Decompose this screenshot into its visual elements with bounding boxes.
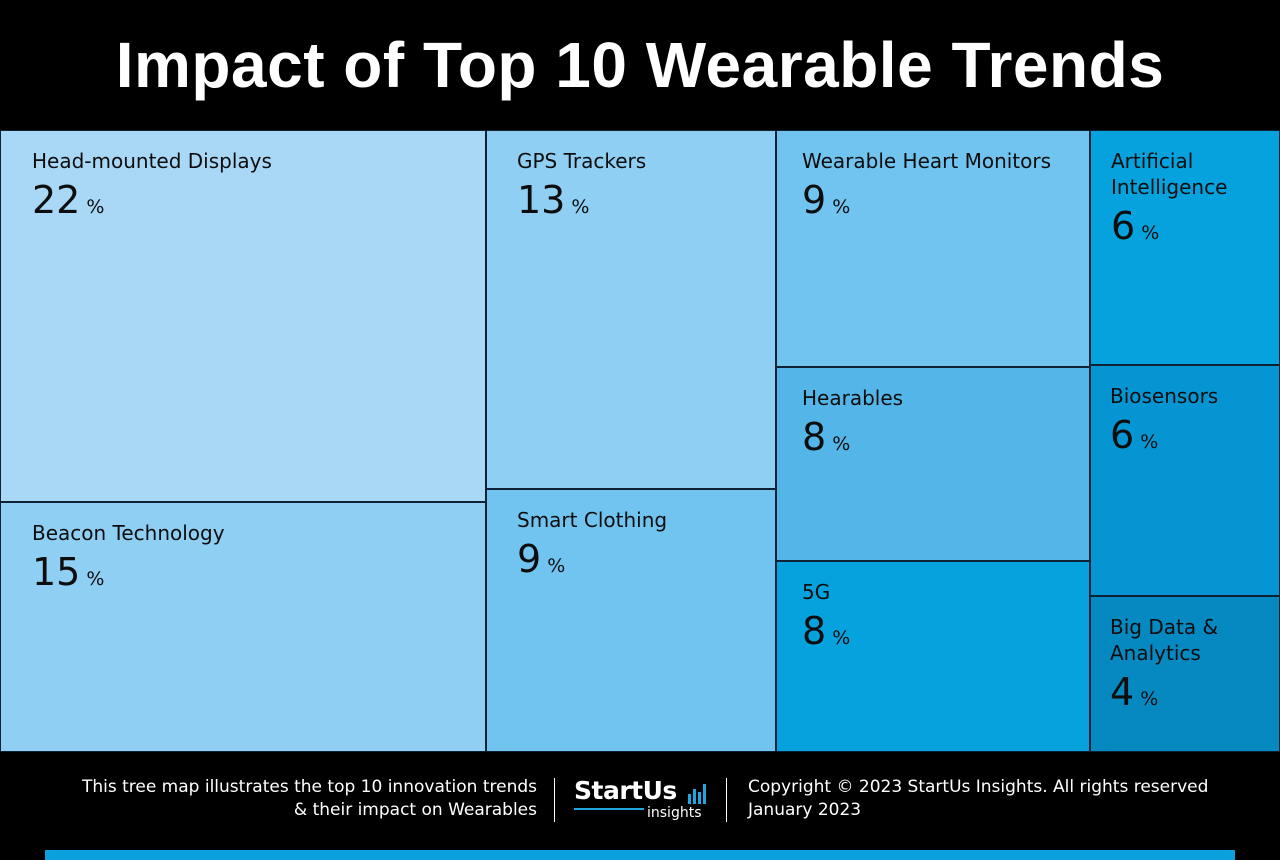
logo-name: StartUs — [574, 776, 677, 805]
footer-description-line1: This tree map illustrates the top 10 inn… — [81, 777, 537, 797]
tile-percent-sign: % — [1141, 222, 1160, 244]
tile-percent-sign: % — [86, 196, 105, 218]
tile-percent-sign: % — [1140, 688, 1159, 710]
tile-label: Head-mounted Displays 22% — [32, 148, 272, 230]
tile-label: GPS Trackers 13% — [517, 148, 646, 230]
treemap-tile: Wearable Heart Monitors 9% — [776, 130, 1090, 367]
footer-divider — [554, 778, 555, 822]
tile-value: 22% — [32, 178, 105, 222]
tile-value: 8% — [802, 415, 851, 459]
treemap-tile: Hearables 8% — [776, 367, 1090, 561]
date-text: January 2023 — [748, 800, 862, 820]
footer: This tree map illustrates the top 10 inn… — [0, 752, 1280, 860]
copyright-text: Copyright © 2023 StartUs Insights. All r… — [748, 777, 1209, 797]
tile-label: Artificial Intelligence 6% — [1111, 148, 1227, 256]
tile-value: 6% — [1110, 413, 1159, 457]
footer-copyright-block: Copyright © 2023 StartUs Insights. All r… — [748, 776, 1208, 822]
tile-percent-sign: % — [832, 627, 851, 649]
tile-value: 13% — [517, 178, 590, 222]
tile-value: 9% — [802, 178, 851, 222]
tile-value: 4% — [1110, 670, 1159, 714]
footer-divider — [726, 778, 727, 822]
tile-percent-sign: % — [1140, 431, 1159, 453]
tile-value: 9% — [517, 537, 566, 581]
treemap-tile: GPS Trackers 13% — [486, 130, 776, 489]
footer-description: This tree map illustrates the top 10 inn… — [82, 776, 537, 822]
treemap-tile: Biosensors 6% — [1090, 365, 1280, 596]
tile-percent-sign: % — [571, 196, 590, 218]
tile-percent-sign: % — [547, 555, 566, 577]
tile-label: Biosensors 6% — [1110, 383, 1218, 465]
tile-percent-sign: % — [832, 433, 851, 455]
footer-description-line2: & their impact on Wearables — [293, 800, 537, 820]
treemap-tile: Big Data & Analytics 4% — [1090, 596, 1280, 752]
treemap-tile: Head-mounted Displays 22% — [0, 130, 486, 502]
tile-percent-sign: % — [832, 196, 851, 218]
tile-value: 6% — [1111, 204, 1160, 248]
treemap-tile: Artificial Intelligence 6% — [1090, 130, 1280, 365]
treemap-tile: Beacon Technology 15% — [0, 502, 486, 752]
startus-logo: StartUs insights — [574, 776, 708, 826]
tile-label: Hearables 8% — [802, 385, 903, 467]
tile-value: 15% — [32, 550, 105, 594]
tile-label: Beacon Technology 15% — [32, 520, 225, 602]
tile-label: 5G 8% — [802, 579, 850, 661]
treemap: Head-mounted Displays 22% Beacon Technolog… — [0, 130, 1280, 752]
tile-percent-sign: % — [86, 568, 105, 590]
tile-label: Wearable Heart Monitors 9% — [802, 148, 1051, 230]
bottom-accent-bar — [45, 850, 1235, 860]
logo-underline — [574, 808, 644, 810]
tile-value: 8% — [802, 609, 851, 653]
logo-sub: insights — [647, 805, 702, 821]
bar-chart-icon — [688, 784, 706, 804]
treemap-tile: Smart Clothing 9% — [486, 489, 776, 752]
treemap-tile: 5G 8% — [776, 561, 1090, 752]
chart-title: Impact of Top 10 Wearable Trends — [115, 29, 1165, 101]
tile-label: Smart Clothing 9% — [517, 507, 667, 589]
tile-label: Big Data & Analytics 4% — [1110, 614, 1218, 722]
